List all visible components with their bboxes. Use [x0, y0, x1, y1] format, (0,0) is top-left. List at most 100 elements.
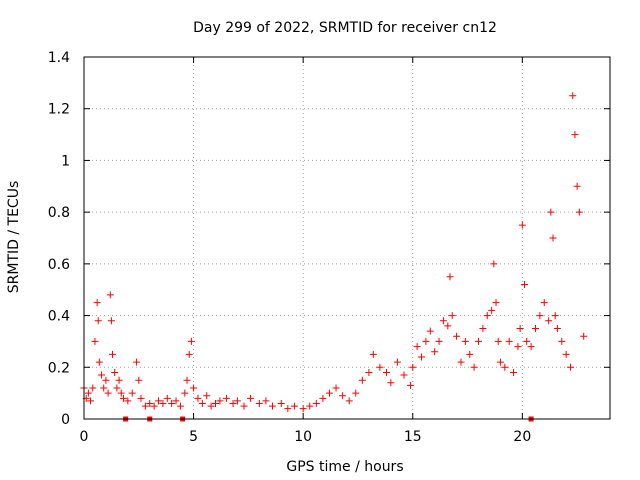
x-tick-label: 15 — [404, 429, 422, 445]
data-point — [255, 399, 263, 407]
data-point — [262, 397, 270, 405]
data-point — [119, 394, 127, 402]
data-point — [163, 394, 171, 402]
data-point — [475, 337, 482, 345]
data-point — [422, 337, 430, 345]
data-point — [277, 399, 285, 407]
data-point — [339, 392, 347, 400]
data-point — [268, 402, 276, 410]
data-point — [435, 337, 443, 345]
data-point — [580, 332, 588, 340]
data-point — [198, 399, 206, 407]
data-point — [444, 322, 452, 330]
data-point — [461, 337, 469, 345]
data-point — [207, 402, 215, 410]
data-point — [540, 299, 548, 307]
data-point — [325, 389, 333, 397]
data-point — [551, 312, 559, 320]
x-tick-label: 20 — [513, 429, 531, 445]
data-point — [104, 389, 112, 397]
data-point — [352, 389, 360, 397]
data-point — [117, 389, 125, 397]
data-point — [369, 350, 377, 358]
data-point — [185, 350, 193, 358]
data-point — [453, 332, 461, 340]
data-point — [203, 392, 211, 400]
data-point — [365, 368, 373, 376]
x-tick-label: 0 — [80, 429, 89, 445]
data-point — [113, 384, 121, 392]
data-point — [567, 363, 575, 371]
y-tick-label: 1 — [61, 153, 70, 169]
x-tick-label: 5 — [189, 429, 198, 445]
data-point — [89, 384, 97, 392]
data-point — [155, 397, 163, 405]
plot-frame — [83, 56, 611, 420]
data-point — [332, 384, 340, 392]
data-point — [413, 343, 421, 351]
data-point — [190, 384, 198, 392]
data-point — [233, 397, 241, 405]
y-axis-label: SRMTID / TECUs — [6, 181, 22, 294]
data-point — [558, 337, 566, 345]
data-point — [446, 273, 454, 281]
data-point — [407, 381, 415, 389]
data-point — [212, 399, 219, 407]
data-point — [573, 182, 581, 190]
data-point — [222, 394, 230, 402]
data-point — [91, 337, 99, 345]
data-point — [527, 343, 535, 351]
data-point — [490, 260, 498, 268]
data-point — [516, 325, 524, 332]
data-point — [393, 358, 401, 366]
data-point — [510, 368, 518, 376]
data-point — [172, 397, 180, 405]
x-axis-ticks: 0 5 10 15 20 — [80, 57, 531, 445]
data-point — [488, 306, 496, 314]
data-points — [80, 92, 588, 413]
data-point — [299, 405, 307, 413]
data-point — [111, 368, 119, 376]
data-point — [108, 350, 116, 358]
data-point — [575, 208, 583, 216]
data-point — [545, 317, 553, 325]
y-axis-ticks: 0 0.2 0.4 0.6 0.8 1 1.2 1.4 — [48, 50, 610, 428]
data-point — [290, 402, 298, 410]
data-point — [470, 363, 478, 371]
grid-lines — [84, 57, 610, 419]
data-point — [466, 350, 474, 358]
data-point — [523, 337, 531, 345]
data-point — [521, 281, 529, 289]
data-point — [319, 394, 327, 402]
data-point — [457, 358, 465, 366]
data-point — [400, 371, 408, 379]
data-point — [84, 389, 92, 397]
data-point — [547, 208, 555, 216]
data-point — [549, 234, 557, 242]
data-point — [133, 358, 141, 366]
data-point — [128, 389, 136, 397]
x-axis-label: GPS time / hours — [286, 459, 403, 475]
data-point — [187, 337, 195, 345]
data-point — [562, 350, 570, 358]
chart-title: Day 299 of 2022, SRMTID for receiver cn1… — [193, 20, 497, 36]
data-point — [168, 399, 176, 407]
data-point — [124, 397, 132, 405]
data-point — [431, 348, 439, 356]
data-point — [448, 312, 456, 320]
data-point — [426, 327, 434, 335]
data-point — [514, 343, 522, 351]
data-point — [247, 394, 255, 402]
data-point — [358, 376, 366, 384]
data-point — [94, 317, 102, 325]
data-point — [102, 376, 110, 384]
y-tick-label: 1.4 — [48, 50, 70, 66]
data-point — [536, 312, 544, 320]
data-point — [240, 402, 248, 410]
data-point — [194, 394, 202, 402]
data-point — [531, 325, 539, 332]
data-point — [159, 399, 167, 407]
y-tick-label: 1.2 — [48, 102, 70, 118]
data-point — [409, 363, 417, 371]
data-point — [115, 376, 123, 384]
